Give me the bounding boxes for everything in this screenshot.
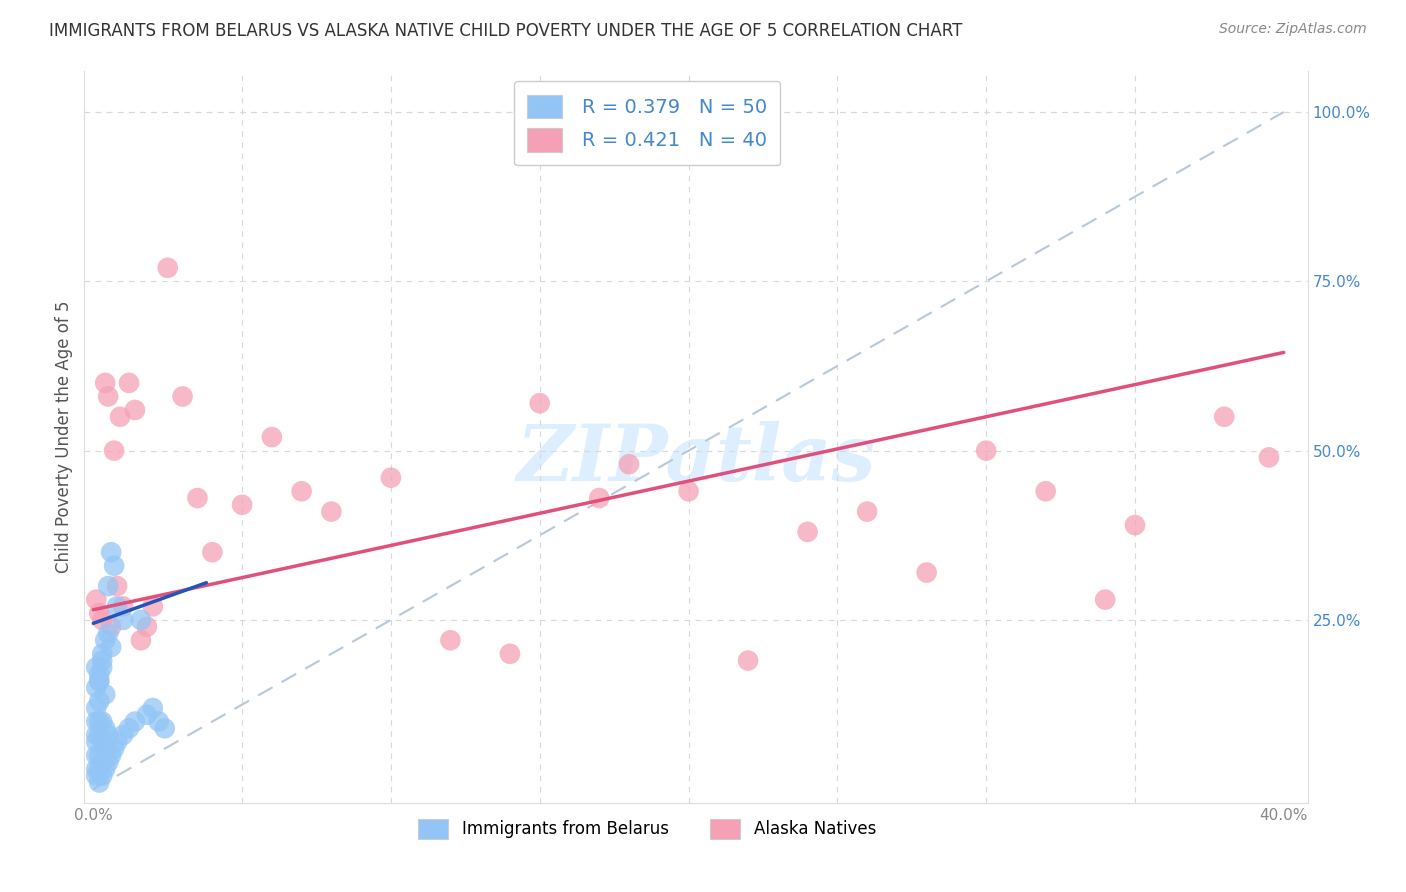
Y-axis label: Child Poverty Under the Age of 5: Child Poverty Under the Age of 5 [55,301,73,574]
Point [84,681,107,695]
Point [737,654,759,668]
Point [84,748,107,763]
Point [94,741,117,756]
Point [100,545,122,559]
Point [156,260,179,275]
Point [94,688,117,702]
Point [105,735,128,749]
Point [84,728,107,742]
Point [124,714,146,729]
Point [103,741,125,756]
Point [118,376,141,390]
Point [100,620,122,634]
Point [1094,592,1116,607]
Point [89,694,111,708]
Point [135,620,157,634]
Point [91,647,114,661]
Point [135,707,157,722]
Point [172,389,194,403]
Point [231,498,253,512]
Point [91,755,114,769]
Point [529,396,551,410]
Point [94,633,117,648]
Point [103,558,125,573]
Point [84,660,107,674]
Point [97,579,120,593]
Point [84,735,107,749]
Point [112,728,135,742]
Point [439,633,461,648]
Point [112,599,135,614]
Point [148,714,170,729]
Point [91,735,114,749]
Point [84,592,107,607]
Point [142,599,165,614]
Point [94,762,117,776]
Text: IMMIGRANTS FROM BELARUS VS ALASKA NATIVE CHILD POVERTY UNDER THE AGE OF 5 CORREL: IMMIGRANTS FROM BELARUS VS ALASKA NATIVE… [49,22,963,40]
Point [89,748,111,763]
Point [97,728,120,742]
Point [84,769,107,783]
Point [974,443,997,458]
Point [142,701,165,715]
Point [89,728,111,742]
Point [105,599,128,614]
Point [103,443,125,458]
Point [108,409,131,424]
Legend: Immigrants from Belarus, Alaska Natives: Immigrants from Belarus, Alaska Natives [412,812,883,846]
Point [94,376,117,390]
Point [201,545,224,559]
Point [321,505,343,519]
Point [94,721,117,735]
Point [118,721,141,735]
Point [105,579,128,593]
Point [112,613,135,627]
Point [1035,484,1057,499]
Point [124,403,146,417]
Point [91,654,114,668]
Point [380,471,402,485]
Point [588,491,610,505]
Point [129,613,152,627]
Point [84,701,107,715]
Point [1123,518,1146,533]
Point [89,762,111,776]
Point [856,505,879,519]
Point [1213,409,1236,424]
Point [796,524,818,539]
Point [89,714,111,729]
Point [84,714,107,729]
Point [91,769,114,783]
Point [89,775,111,789]
Point [186,491,208,505]
Text: Source: ZipAtlas.com: Source: ZipAtlas.com [1219,22,1367,37]
Point [100,748,122,763]
Point [89,606,111,620]
Point [915,566,938,580]
Point [129,633,152,648]
Point [678,484,700,499]
Point [89,673,111,688]
Point [89,667,111,681]
Point [153,721,176,735]
Point [91,613,114,627]
Point [100,640,122,654]
Point [617,457,640,471]
Point [260,430,283,444]
Point [97,626,120,640]
Point [97,755,120,769]
Text: ZIPatlas: ZIPatlas [516,421,876,497]
Point [84,762,107,776]
Point [89,673,111,688]
Point [1257,450,1279,465]
Point [91,714,114,729]
Point [499,647,522,661]
Point [97,389,120,403]
Point [291,484,314,499]
Point [91,660,114,674]
